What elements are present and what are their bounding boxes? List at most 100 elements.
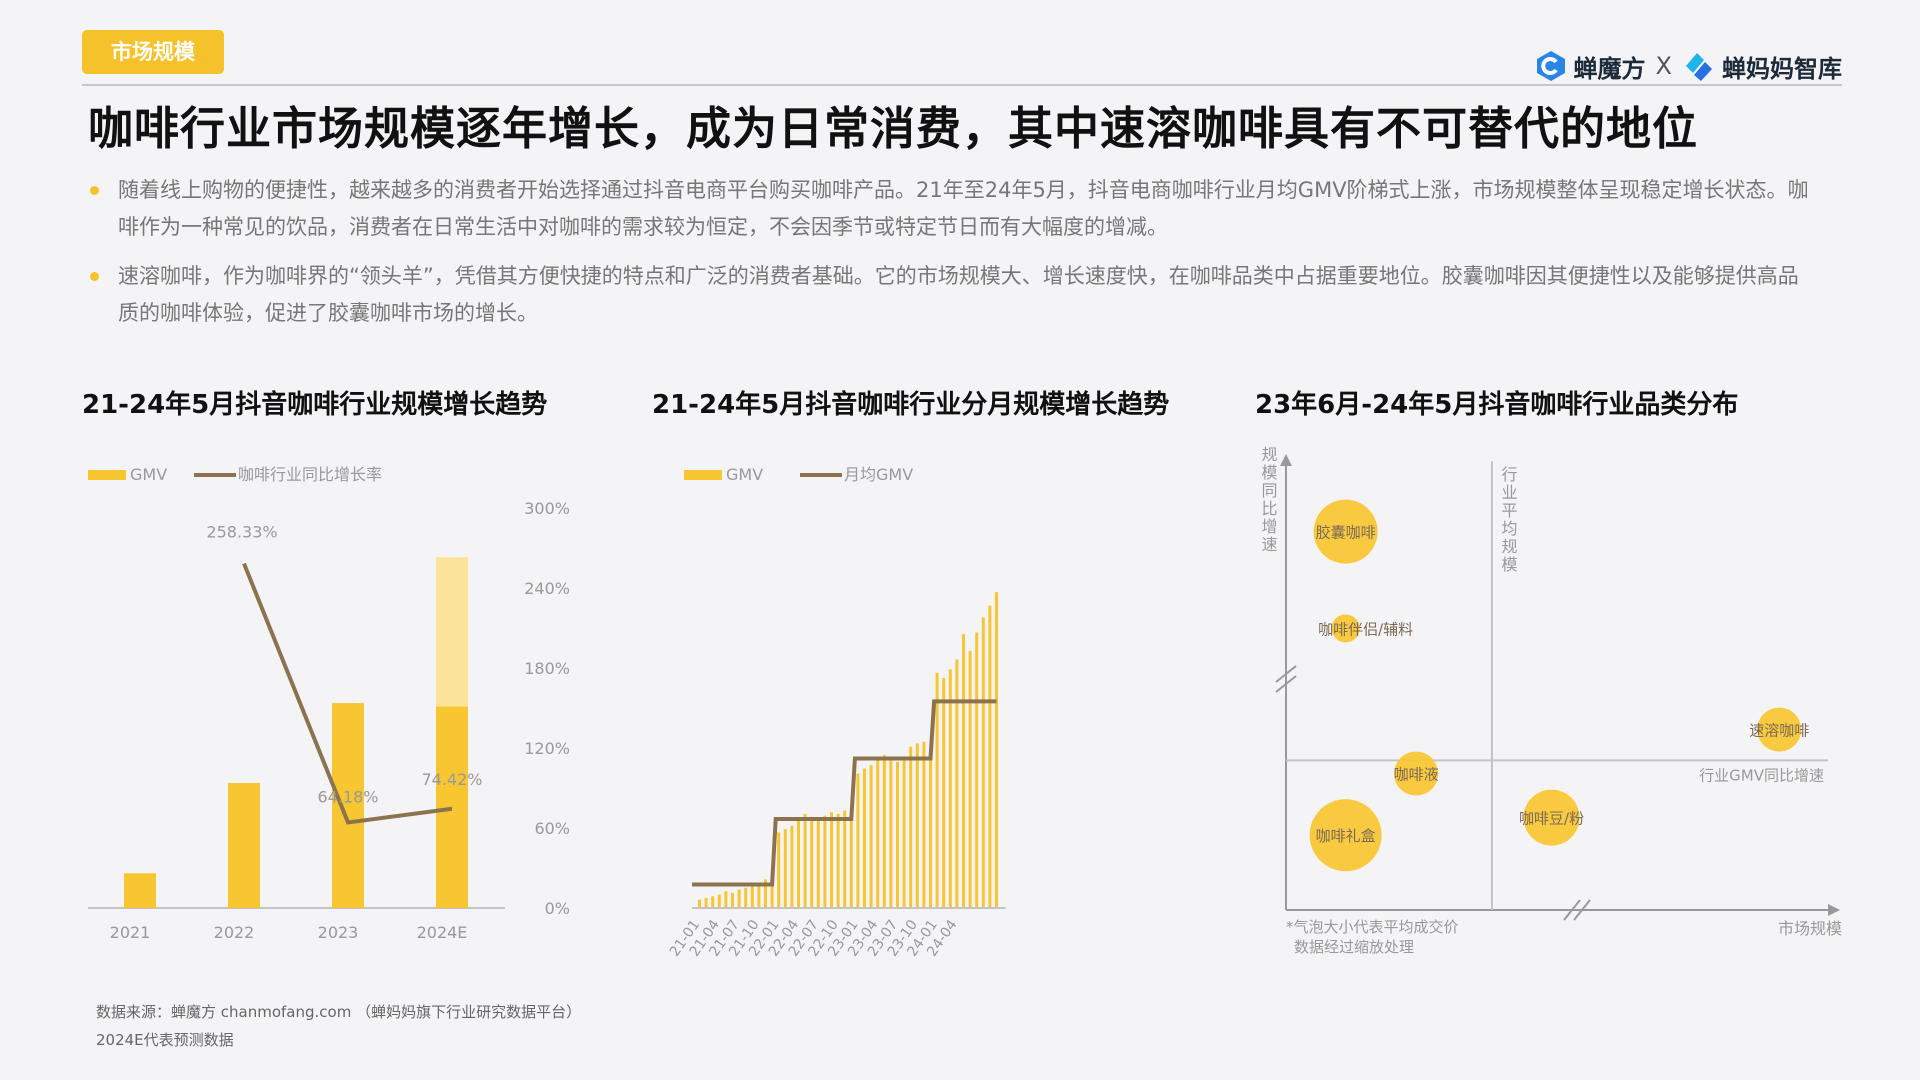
bullet-item: 速溶咖啡，作为咖啡界的“领头羊”，凭借其方便快捷的特点和广泛的消费者基础。它的市…	[90, 258, 1810, 332]
y2-tick-label: 180%	[524, 659, 570, 678]
bullet-dot-icon	[90, 186, 99, 195]
gmv-bar	[228, 782, 260, 908]
chart2-svg: GMV 月均GMV21-0121-0421-0721-1022-0122-0422…	[667, 465, 1006, 960]
legend-label: 月均GMV	[844, 465, 913, 484]
monthly-gmv-bar	[836, 813, 840, 908]
x-axis-label: 市场规模	[1778, 919, 1842, 938]
y-axis-arrow-icon	[1280, 454, 1292, 466]
y2-tick-label: 120%	[524, 739, 570, 758]
chanmama-logo-icon	[1686, 53, 1712, 81]
monthly-gmv-bar	[902, 756, 906, 908]
monthly-gmv-bar	[823, 815, 827, 908]
chart2-title: 21-24年5月抖音咖啡行业分月规模增长趋势	[652, 390, 1170, 420]
x-tick-label: 2021	[110, 923, 151, 942]
page-headline: 咖啡行业市场规模逐年增长，成为日常消费，其中速溶咖啡具有不可替代的地位	[88, 102, 1699, 155]
monthly-gmv-bar	[777, 832, 781, 908]
monthly-gmv-bar	[803, 813, 807, 908]
chart1-svg: GMV 咖啡行业同比增长率 300% 240% 180% 120% 60% 0% 2021 202…	[88, 465, 570, 942]
monthly-gmv-bar	[704, 897, 708, 908]
monthly-gmv-bar	[770, 874, 774, 908]
chanmofang-logo-icon	[1536, 51, 1565, 81]
monthly-gmv-bar	[915, 743, 919, 908]
section-tag: 市场规模	[82, 30, 224, 74]
brand-separator: X	[1655, 52, 1672, 80]
header-divider	[82, 84, 1842, 86]
monthly-gmv-bar	[744, 887, 748, 908]
category-bubble	[1757, 707, 1802, 752]
monthly-gmv-bar	[889, 758, 893, 908]
x-tick-label: 2022	[214, 923, 255, 942]
monthly-gmv-bar	[929, 751, 932, 908]
monthly-gmv-bar	[698, 899, 701, 908]
bubble-label: 速溶咖啡	[1749, 722, 1809, 740]
chart1-title: 21-24年5月抖音咖啡行业规模增长趋势	[82, 390, 548, 420]
v-ref-label: 行业平均规模	[1498, 466, 1517, 574]
monthly-gmv-bar	[955, 659, 959, 908]
footnote: 数据来源：蝉魔方 chanmofang.com （蝉妈妈旗下行业研究数据平台） …	[96, 998, 581, 1054]
monthly-gmv-bar	[942, 677, 946, 908]
monthly-gmv-bar	[790, 825, 794, 908]
monthly-gmv-bar	[876, 760, 880, 908]
y2-tick-label: 60%	[534, 819, 570, 838]
monthly-gmv-bar	[856, 773, 860, 908]
x-axis-arrow-icon	[1828, 904, 1840, 916]
monthly-gmv-bar	[737, 889, 741, 908]
monthly-gmv-bar	[717, 894, 721, 908]
monthly-gmv-bar	[731, 892, 734, 908]
monthly-gmv-bar	[711, 896, 715, 908]
y-axis-label: 规模同比增速	[1259, 446, 1278, 554]
monthly-gmv-bar	[948, 669, 952, 908]
monthly-gmv-bar	[757, 882, 761, 908]
growth-data-label: 64.18%	[317, 787, 378, 806]
monthly-gmv-bar	[830, 812, 833, 908]
monthly-gmv-bar	[843, 810, 847, 908]
monthly-gmv-bar	[849, 818, 853, 908]
monthly-gmv-bar	[962, 634, 965, 908]
growth-data-label: 74.42%	[421, 770, 482, 789]
monthly-gmv-bar	[869, 765, 873, 908]
monthly-gmv-bar	[783, 829, 787, 908]
y2-tick-label: 300%	[524, 499, 570, 518]
monthly-gmv-bar	[988, 605, 992, 908]
legend-swatch	[88, 470, 126, 480]
gmv-bar	[436, 706, 468, 908]
monthly-gmv-bar	[724, 891, 728, 908]
footnote-source: 数据来源：蝉魔方 chanmofang.com （蝉妈妈旗下行业研究数据平台）	[96, 1003, 582, 1021]
bullet-dot-icon	[90, 272, 99, 281]
legend-swatch	[684, 470, 722, 480]
bubble-note: 数据经过缩放处理	[1294, 938, 1414, 956]
brand-right-name: 蝉妈妈智库	[1722, 54, 1842, 83]
bubble-note: *气泡大小代表平均成交价	[1286, 918, 1459, 936]
category-bubble	[1331, 614, 1360, 643]
monthly-gmv-bar	[764, 879, 767, 908]
monthly-gmv-bar	[909, 746, 913, 908]
category-bubble	[1523, 789, 1580, 846]
x-axis-break	[1563, 899, 1581, 921]
bullet-text: 随着线上购物的便捷性，越来越多的消费者开始选择通过抖音电商平台购买咖啡产品。21…	[118, 178, 1809, 239]
monthly-gmv-bar	[797, 820, 800, 908]
legend-label: 咖啡行业同比增长率	[238, 465, 382, 484]
monthly-gmv-bar	[995, 592, 998, 908]
y2-tick-label: 0%	[545, 899, 570, 918]
monthly-gmv-bar	[968, 650, 972, 908]
gmv-bar	[124, 873, 156, 908]
gmv-bar	[332, 703, 364, 908]
bullet-item: 随着线上购物的便捷性，越来越多的消费者开始选择通过抖音电商平台购买咖啡产品。21…	[90, 172, 1810, 246]
growth-line	[242, 562, 453, 825]
bullet-text: 速溶咖啡，作为咖啡界的“领头羊”，凭借其方便快捷的特点和广泛的消费者基础。它的市…	[118, 264, 1799, 325]
monthly-gmv-bar	[922, 741, 926, 908]
legend-label: GMV	[130, 465, 167, 484]
y-axis-break	[1275, 665, 1297, 683]
category-bubble	[1313, 499, 1378, 564]
brand-left-name: 蝉魔方	[1573, 54, 1646, 83]
monthly-gmv-bar	[810, 817, 814, 908]
growth-data-label: 258.33%	[206, 523, 277, 542]
monthly-gmv-bar	[981, 617, 985, 908]
bubble-label: 咖啡礼盒	[1316, 827, 1376, 845]
monthly-gmv-bar	[750, 884, 754, 908]
x-tick-label: 2024E	[417, 923, 468, 942]
y2-tick-label: 240%	[524, 579, 570, 598]
y-axis-break	[1275, 675, 1297, 693]
bubble-label: 咖啡伴侣/辅料	[1318, 620, 1413, 638]
